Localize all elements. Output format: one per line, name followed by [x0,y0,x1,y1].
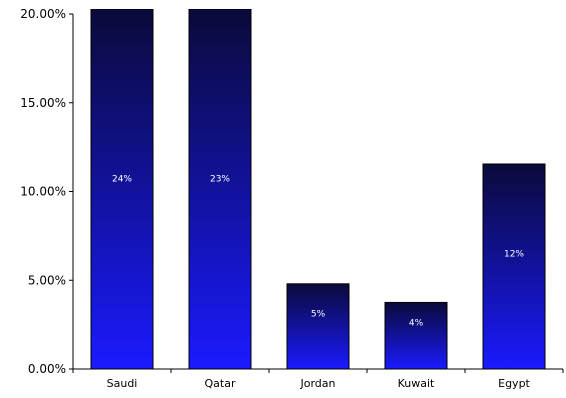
data-label-saudi: 24% [112,175,132,185]
data-label-qatar: 23% [210,175,230,185]
y-tick-label: 5.00% [28,273,66,287]
x-tick-label: Saudi [107,377,138,390]
data-label-jordan: 5% [311,309,326,319]
bar-egypt [482,163,546,370]
x-tick-label: Qatar [205,377,236,390]
y-axis-ticks: 0.00% 5.00% 10.00% 15.00% 20.00% [20,7,73,376]
x-tick-label: Egypt [498,377,530,390]
bars-group [90,9,546,370]
y-tick-label: 20.00% [20,7,66,21]
x-tick-label: Jordan [300,377,336,390]
data-labels-group: 24% 23% 5% 4% 12% [112,175,524,329]
y-tick-label: 15.00% [20,96,66,110]
y-tick-label: 10.00% [20,185,66,199]
data-label-kuwait: 4% [409,319,424,329]
bar-saudi [90,9,154,370]
bar-kuwait [384,301,448,370]
data-label-egypt: 12% [504,249,524,259]
x-tick-label: Kuwait [398,377,435,390]
bar-jordan [286,283,350,370]
x-axis-ticks: Saudi Qatar Jordan Kuwait Egypt [72,369,564,390]
bar-qatar [188,9,252,370]
y-tick-label: 0.00% [28,362,66,376]
